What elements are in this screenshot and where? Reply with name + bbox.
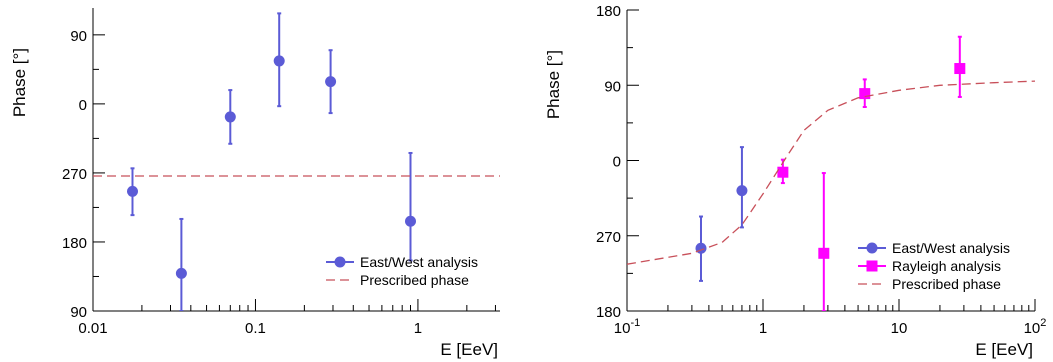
x-tick-label: 0.1 <box>245 320 266 337</box>
legend-swatch-marker <box>866 260 878 272</box>
x-tick-label: 10 <box>891 320 908 337</box>
data-point <box>777 166 789 178</box>
plot-area <box>93 12 500 311</box>
x-axis-title: E [EeV] <box>975 340 1033 359</box>
y-tick-label: 90 <box>70 28 87 45</box>
x-tick-label: 1 <box>414 320 422 337</box>
data-point <box>954 63 966 75</box>
y-tick-label: 180 <box>596 304 621 321</box>
legend-label: Rayleigh analysis <box>892 258 1001 274</box>
y-tick-label: 0 <box>613 154 621 171</box>
legend-swatch-marker <box>334 256 346 268</box>
legend-swatch-marker <box>866 242 878 254</box>
y-axis-title: Phase [°] <box>544 50 563 119</box>
legend-label: East/West analysis <box>892 240 1010 256</box>
data-point <box>325 76 337 88</box>
data-point <box>175 267 187 279</box>
y-tick-label: 90 <box>70 304 87 321</box>
y-tick-label: 90 <box>604 78 621 95</box>
data-point <box>736 185 748 197</box>
legend-label: Prescribed phase <box>360 272 469 288</box>
data-point <box>695 242 707 254</box>
y-axis-title: Phase [°] <box>10 48 29 117</box>
y-tick-label: 0 <box>79 97 87 114</box>
legend: East/West analysis Rayleigh analysis Presc… <box>858 240 1010 292</box>
x-tick-label: 10-1 <box>614 317 640 337</box>
data-point <box>404 215 416 227</box>
data-point <box>859 88 871 100</box>
x-axis-title: E [EeV] <box>440 340 498 359</box>
data-point <box>818 247 830 259</box>
legend-label: Prescribed phase <box>892 276 1001 292</box>
prescribed-phase-curve <box>627 80 1035 265</box>
y-tick-label: 180 <box>596 3 621 20</box>
x-tick-label: 1 <box>759 320 767 337</box>
x-tick-label: 102 <box>1024 317 1047 337</box>
y-tick-label: 180 <box>62 235 87 252</box>
data-point <box>273 55 285 67</box>
y-tick-label: 270 <box>596 229 621 246</box>
plot-area <box>627 35 1035 311</box>
data-point <box>224 111 236 123</box>
data-point <box>126 185 138 197</box>
legend-label: East/West analysis <box>360 254 478 270</box>
y-tick-label: 270 <box>62 166 87 183</box>
x-tick-label: 0.01 <box>78 320 107 337</box>
legend: East/West analysis Prescribed phase <box>326 254 478 288</box>
